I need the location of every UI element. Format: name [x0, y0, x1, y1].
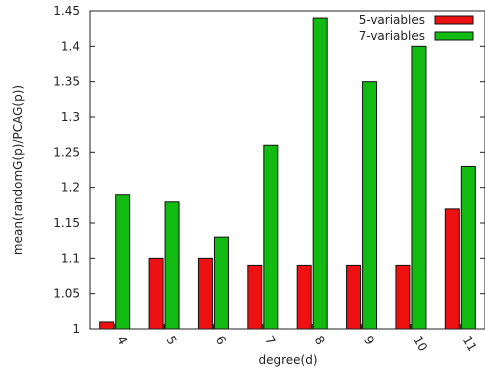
x-tick-label: 6 — [213, 334, 229, 348]
x-tick-label: 4 — [114, 334, 130, 348]
bar-series1-4 — [99, 321, 115, 330]
x-tick-label: 10 — [410, 334, 430, 354]
bar-series2-6 — [213, 236, 229, 330]
legend-swatch — [434, 31, 474, 41]
bar-series1-6 — [197, 257, 213, 330]
x-tick-label: 8 — [312, 334, 328, 348]
plot-frame — [89, 10, 485, 330]
y-tick-label: 1 — [72, 322, 80, 336]
x-axis-label: degree(d) — [258, 353, 317, 367]
bar-series2-5 — [164, 201, 180, 330]
x-tick-label: 5 — [163, 334, 179, 348]
bar-series1-8 — [296, 264, 312, 330]
bar-series2-11 — [460, 165, 476, 330]
legend: 5-variables 7-variables — [359, 13, 474, 43]
bar-series1-7 — [247, 264, 263, 330]
legend-swatch — [434, 15, 474, 25]
y-tick-label: 1.05 — [53, 287, 80, 301]
bar-series1-9 — [346, 264, 362, 330]
x-tick-label: 7 — [262, 334, 278, 348]
bar-series1-5 — [148, 257, 164, 330]
legend-label: 5-variables — [359, 13, 425, 27]
y-tick-label: 1.4 — [61, 39, 80, 53]
bar-series2-7 — [263, 144, 279, 330]
bar-series2-10 — [411, 45, 427, 330]
x-tick-label: 9 — [361, 334, 377, 348]
y-tick-label: 1.3 — [61, 110, 80, 124]
y-tick-label: 1.1 — [61, 251, 80, 265]
y-tick-label: 1.15 — [53, 216, 80, 230]
legend-label: 7-variables — [359, 29, 425, 43]
bars-layer — [99, 17, 476, 330]
bar-series2-4 — [115, 194, 131, 330]
bar-series1-10 — [395, 264, 411, 330]
x-tick-label: 11 — [460, 334, 480, 354]
y-tick-label: 1.2 — [61, 181, 80, 195]
y-axis-label: mean(randomG(p)/PCAG(p)) — [11, 85, 25, 255]
y-axis: 1 1.05 1.1 1.15 1.2 1.25 1.3 1.35 1.4 1.45 — [53, 4, 485, 336]
y-tick-label: 1.45 — [53, 4, 80, 18]
y-tick-label: 1.35 — [53, 75, 80, 89]
bar-series2-9 — [362, 81, 378, 330]
bar-series2-8 — [312, 17, 328, 330]
y-tick-label: 1.25 — [53, 145, 80, 159]
bar-series1-11 — [444, 208, 460, 330]
